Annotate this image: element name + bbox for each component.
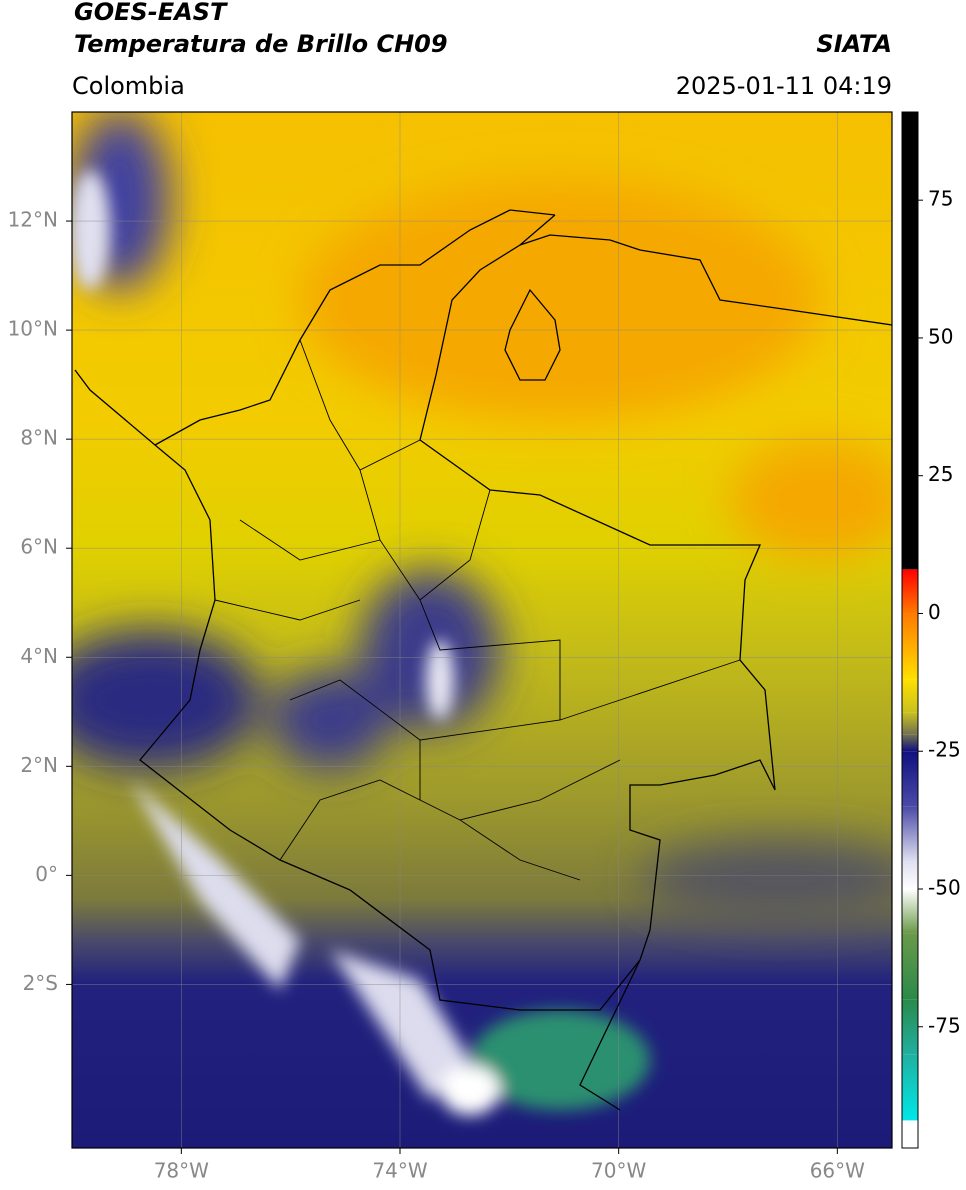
y-tick-label: 2°S xyxy=(23,971,58,995)
colorbar-tick-label: 0 xyxy=(928,600,941,624)
colorbar-tick-label: 75 xyxy=(928,187,953,211)
colorbar-segment xyxy=(902,933,918,1000)
colorbar-segment xyxy=(902,1120,918,1148)
colorbar: 75 50 25 0 -25 -50 -75 xyxy=(901,111,961,1149)
colorbar-segment xyxy=(902,806,918,862)
colorbar-tick-label: -50 xyxy=(928,876,961,900)
x-tick-label: 70°W xyxy=(591,1159,646,1183)
x-tick-label: 74°W xyxy=(372,1159,427,1183)
y-tick-label: 0° xyxy=(35,862,58,886)
colorbar-segment xyxy=(902,999,918,1055)
colorbar-segment xyxy=(902,712,918,735)
colorbar-segment xyxy=(902,751,918,807)
colorbar-tick-label: 50 xyxy=(928,324,953,348)
y-tick-label: 12°N xyxy=(8,208,58,232)
y-tick-label: 8°N xyxy=(20,426,58,450)
y-tick-label: 4°N xyxy=(20,644,58,668)
y-tick-label: 10°N xyxy=(8,317,58,341)
datetime: 2025-01-11 04:19 xyxy=(676,72,892,100)
x-tick-label: 78°W xyxy=(154,1159,209,1183)
colorbar-segment xyxy=(902,112,918,570)
x-tick-label: 66°W xyxy=(810,1159,865,1183)
satellite-image xyxy=(72,112,892,1148)
internal-borders xyxy=(214,339,741,881)
axes: 78°W 74°W 70°W 66°W 12°N 10°N 8°N 6°N 4°N 2°N 0° 2°… xyxy=(8,208,866,1183)
colorbar-tick-label: -75 xyxy=(928,1013,961,1037)
region: Colombia xyxy=(72,72,185,100)
lake-maracaibo xyxy=(504,288,561,381)
colorbar-frame xyxy=(901,111,919,1149)
colorbar-segment xyxy=(902,679,918,713)
source: SIATA xyxy=(816,30,892,58)
colombia-border xyxy=(74,214,776,1111)
colorbar-tick-label: -25 xyxy=(928,738,961,762)
map-frame xyxy=(71,111,893,1149)
colorbar-segment xyxy=(902,861,918,889)
colorbar-segment xyxy=(902,569,918,614)
colorbar-segment xyxy=(902,1054,918,1121)
borders xyxy=(74,209,892,1111)
colorbar-segment xyxy=(902,889,918,934)
title-line2: Temperatura de Brillo CH09 xyxy=(74,30,448,58)
y-tick-label: 6°N xyxy=(20,535,58,559)
caribbean-coast xyxy=(154,209,556,446)
colorbar-tick-label: 25 xyxy=(928,462,953,486)
venezuela-coast xyxy=(519,234,892,326)
y-tick-label: 2°N xyxy=(20,753,58,777)
colorbar-segment xyxy=(902,734,918,752)
grid xyxy=(72,112,892,1148)
title-line1: GOES-EAST xyxy=(74,0,228,26)
colorbar-segment xyxy=(902,613,918,680)
